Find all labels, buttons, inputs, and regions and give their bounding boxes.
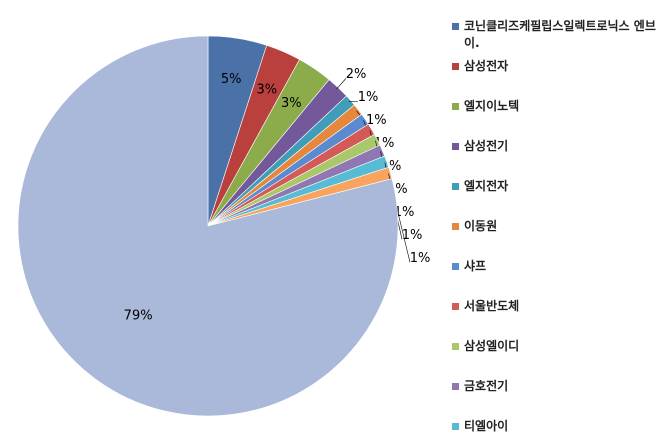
- data-label: 3%: [281, 96, 302, 111]
- legend-item: 삼성엘이디: [452, 338, 658, 378]
- legend-swatch: [452, 423, 459, 430]
- legend-swatch: [452, 143, 459, 150]
- legend-item: 삼성전기: [452, 138, 658, 178]
- legend-item: 서울반도체: [452, 298, 658, 338]
- legend-label: 이동원: [464, 219, 498, 233]
- legend-item: 금호전기: [452, 378, 658, 418]
- data-label: 1%: [366, 113, 387, 128]
- legend-item: 티엘아이: [452, 418, 658, 444]
- legend-label: 삼성전자: [464, 59, 509, 73]
- legend-label: 서울반도체: [464, 299, 520, 313]
- pie-slice: [17, 35, 399, 417]
- legend-label: 금호전기: [464, 379, 509, 393]
- legend-swatch: [452, 183, 459, 190]
- legend-swatch: [452, 383, 459, 390]
- legend-swatch: [452, 63, 459, 70]
- pie-area: 5%3%3%2%1%1%1%1%1%1%1%1%79%: [17, 35, 431, 417]
- legend-item: 코닌클리즈케필립스일렉트로닉스 엔브이.: [452, 18, 658, 58]
- legend-label: 티엘아이: [464, 419, 509, 433]
- legend-item: 삼성전자: [452, 58, 658, 98]
- legend-swatch: [452, 303, 459, 310]
- legend-label: 샤프: [464, 259, 487, 273]
- legend-label: 엘지이노텍: [464, 99, 520, 113]
- data-label: 1%: [358, 90, 379, 105]
- data-label: 3%: [257, 82, 278, 97]
- data-label: 1%: [402, 228, 423, 243]
- data-label: 79%: [124, 309, 153, 324]
- data-label: 1%: [410, 251, 431, 266]
- legend-label: 코닌클리즈케필립스일렉트로닉스 엔브이.: [464, 19, 656, 50]
- data-label: 5%: [221, 72, 242, 87]
- legend-label: 삼성엘이디: [464, 339, 520, 353]
- legend-label: 삼성전기: [464, 139, 509, 153]
- data-label: 2%: [346, 67, 367, 82]
- legend-swatch: [452, 343, 459, 350]
- legend-swatch: [452, 23, 459, 30]
- legend-label: 엘지전자: [464, 179, 509, 193]
- legend-item: 샤프: [452, 258, 658, 298]
- legend-swatch: [452, 103, 459, 110]
- legend-swatch: [452, 223, 459, 230]
- leader-line: [336, 78, 347, 90]
- legend-item: 엘지전자: [452, 178, 658, 218]
- legend-item: 엘지이노텍: [452, 98, 658, 138]
- legend-item: 이동원: [452, 218, 658, 258]
- legend-swatch: [452, 263, 459, 270]
